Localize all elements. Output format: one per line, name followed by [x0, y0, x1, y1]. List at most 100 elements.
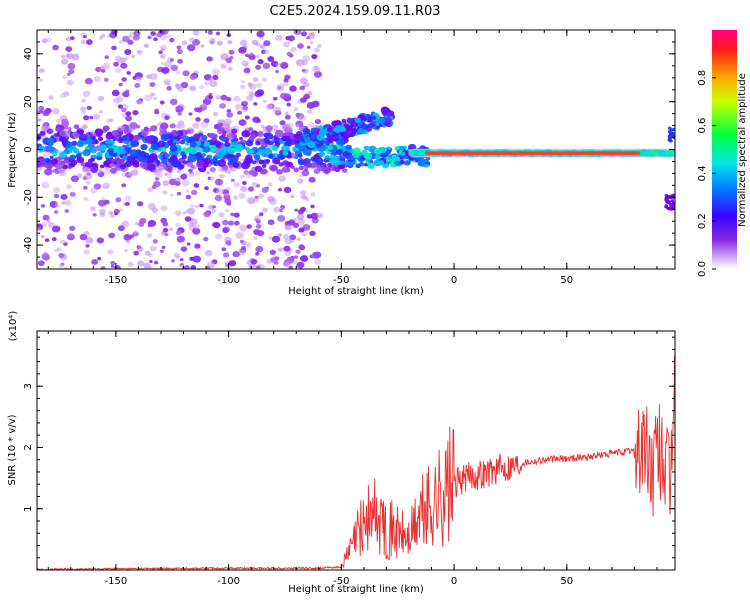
spectrogram-cell	[258, 212, 264, 217]
spectrogram-cell	[55, 127, 61, 132]
spectrogram-cell	[127, 34, 132, 39]
spectrogram-cell	[304, 209, 309, 213]
spectrogram-cell	[217, 159, 227, 167]
spectrogram-cell	[163, 30, 170, 33]
spectrogram-cell	[345, 144, 352, 151]
spectrogram-cell	[277, 188, 283, 192]
spectrogram-cell	[82, 166, 91, 174]
spectrogram-cell	[243, 62, 249, 67]
spectrogram-cell	[289, 234, 297, 241]
spectrogram-cell	[42, 110, 50, 117]
spectrogram-cell	[276, 169, 283, 175]
spectrogram-cell	[54, 170, 60, 175]
spectrogram-cell	[268, 153, 274, 159]
spectrogram-cell	[228, 260, 237, 267]
spectrogram-cell	[669, 207, 673, 211]
spectrogram-cell	[233, 212, 240, 218]
spectrogram-cell	[261, 164, 267, 169]
spectrogram-cell	[207, 30, 213, 35]
spectrogram-cell	[125, 111, 132, 117]
spectrogram-x-label: Height of straight line (km)	[288, 286, 424, 297]
spectrogram-cell	[103, 77, 109, 82]
spectrogram-cell	[47, 163, 53, 169]
spectrogram-cell	[293, 107, 299, 111]
spectrogram-cell	[234, 143, 244, 152]
spectrogram-cell	[298, 114, 307, 122]
spectrogram-cell	[133, 30, 141, 37]
spectrogram-cell	[378, 123, 383, 128]
spectrogram-cell	[284, 250, 292, 257]
spectrogram-cell	[233, 195, 239, 200]
spectrogram-cell	[184, 216, 192, 222]
spectrogram-cell	[89, 115, 94, 120]
spectrogram-cell	[143, 126, 149, 131]
spectrogram-cell	[309, 230, 316, 237]
spectrogram-cell	[180, 246, 188, 252]
spectrogram-cell	[125, 89, 130, 93]
spectrogram-cell	[284, 135, 291, 141]
spectrogram-cell	[83, 197, 88, 201]
spectrogram-cell	[90, 135, 96, 140]
spectrogram-cell	[153, 37, 158, 41]
spectrogram-cell	[115, 197, 122, 203]
spectrogram-cell	[158, 163, 167, 170]
spectrogram-cell	[296, 131, 303, 137]
spectrogram-cell	[271, 144, 279, 152]
spectrogram-cell	[144, 94, 152, 102]
spectrogram-cell	[216, 40, 223, 46]
spectrogram-cell	[147, 35, 152, 40]
spectrogram-cell	[189, 85, 197, 92]
spectrogram-cell	[378, 160, 385, 165]
spectrogram-cell	[275, 34, 283, 41]
spectrogram-cell	[107, 132, 112, 137]
spectrogram-cell	[380, 106, 390, 114]
spectrogram-cell	[42, 214, 50, 221]
spectrogram-cell	[185, 142, 190, 146]
spectrogram-cell	[162, 180, 170, 186]
spectrogram-cell	[174, 210, 182, 216]
spectrogram-cell	[227, 171, 231, 175]
spectrogram-cell	[68, 162, 73, 167]
snr-series-line	[37, 355, 675, 570]
spectrogram-cell	[146, 233, 153, 239]
spectrogram-cell	[169, 58, 174, 62]
spectrogram-cell	[76, 140, 85, 148]
x-tick-label: 50	[560, 576, 573, 587]
spectrogram-cell	[104, 139, 112, 145]
spectrogram-cell	[160, 47, 165, 52]
spectrogram-cell	[199, 85, 205, 90]
spectrogram-cell	[329, 154, 335, 159]
spectrogram-cell	[44, 168, 53, 176]
spectrogram-cell	[169, 193, 174, 197]
spectrogram-cell	[50, 158, 58, 165]
spectrogram-cell	[189, 37, 196, 43]
spectrogram-cell	[335, 149, 343, 156]
spectrogram-cell	[256, 230, 265, 237]
spectrogram-cell	[368, 119, 373, 123]
spectrogram-cell	[244, 115, 250, 120]
spectrogram-cell	[192, 122, 200, 129]
spectrogram-cell	[143, 43, 149, 48]
spectrogram-cell	[293, 30, 302, 36]
spectrogram-cell	[115, 95, 124, 103]
spectrogram-image	[37, 30, 675, 269]
y-tick-label: 0	[23, 146, 34, 152]
spectrogram-cell	[263, 137, 269, 142]
spectrogram-cell	[257, 263, 265, 269]
spectrogram-cell	[316, 133, 325, 141]
spectrogram-cell	[129, 158, 138, 166]
spectrogram-cell	[348, 156, 354, 161]
spectrogram-cell	[195, 117, 201, 122]
spectrogram-cell	[85, 237, 94, 244]
spectrogram-cell	[53, 209, 59, 214]
spectrogram-cell	[253, 236, 258, 240]
spectrogram-cell	[66, 233, 75, 241]
spectrogram-cell	[314, 119, 322, 125]
spectrogram-cell	[53, 193, 60, 199]
spectrogram-cell	[38, 105, 45, 111]
spectrogram-cell	[154, 171, 164, 179]
spectrogram-cell	[150, 92, 156, 97]
spectrogram-cell	[126, 71, 131, 75]
spectrogram-cell	[206, 261, 216, 269]
spectrogram-cell	[226, 112, 234, 118]
